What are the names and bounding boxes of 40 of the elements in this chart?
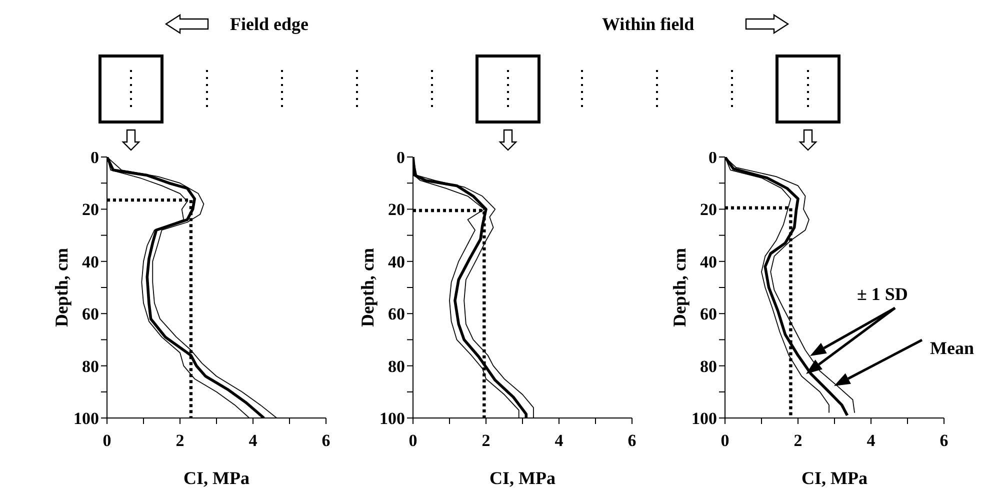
y-tick-label: 0 (396, 148, 405, 168)
x-tick-label: 2 (176, 431, 184, 450)
text: Field edge (230, 14, 308, 34)
annotation: Mean (930, 338, 974, 358)
y-tick-label: 0 (708, 148, 717, 168)
x-tick-label: 0 (720, 431, 730, 450)
y-tick-label: 80 (700, 356, 717, 376)
x-tick-label: 6 (322, 431, 330, 450)
annotation: ± 1 SD (857, 284, 908, 304)
y-tick-label: 20 (82, 200, 99, 220)
y-tick-label: 60 (388, 304, 405, 324)
x-axis-title: CI, MPa (802, 468, 868, 488)
x-tick-label: 4 (866, 431, 876, 450)
x-axis-title: CI, MPa (184, 468, 250, 488)
y-tick-label: 60 (700, 304, 717, 324)
x-tick-label: 4 (248, 431, 258, 450)
y-tick-label: 100 (74, 409, 99, 428)
y-tick-label: 100 (692, 409, 717, 428)
y-axis-title: Depth, cm (357, 248, 378, 327)
y-tick-label: 100 (380, 409, 405, 428)
y-tick-label: 40 (82, 252, 99, 272)
x-tick-label: 2 (482, 431, 490, 450)
y-tick-label: 80 (82, 356, 99, 376)
x-tick-label: 0 (408, 431, 418, 450)
x-tick-label: 6 (940, 431, 948, 450)
x-tick-label: 4 (554, 431, 564, 450)
y-tick-label: 80 (388, 356, 405, 376)
x-axis-title: CI, MPa (490, 468, 556, 488)
y-axis-title: Depth, cm (51, 248, 72, 327)
y-tick-label: 60 (82, 304, 99, 324)
y-axis-title: Depth, cm (669, 248, 690, 327)
y-tick-label: 20 (388, 200, 405, 220)
x-tick-label: 2 (794, 431, 802, 450)
y-tick-label: 0 (90, 148, 99, 168)
x-tick-label: 6 (628, 431, 636, 450)
y-tick-label: 20 (700, 200, 717, 220)
text: Within field (602, 14, 694, 34)
y-tick-label: 40 (388, 252, 405, 272)
x-tick-label: 0 (102, 431, 112, 450)
y-tick-label: 40 (700, 252, 717, 272)
